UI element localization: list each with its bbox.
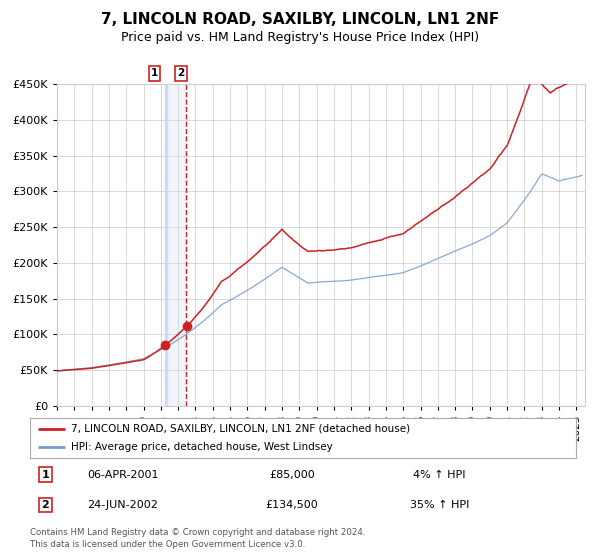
Bar (166, 84, 187, 406)
Text: 1: 1 (151, 68, 158, 78)
Text: 1: 1 (41, 470, 49, 480)
Text: 06-APR-2001: 06-APR-2001 (87, 470, 158, 480)
Text: Contains HM Land Registry data © Crown copyright and database right 2024.: Contains HM Land Registry data © Crown c… (30, 528, 365, 536)
Text: 2: 2 (178, 68, 185, 78)
Text: 2: 2 (41, 500, 49, 510)
Text: HPI: Average price, detached house, West Lindsey: HPI: Average price, detached house, West… (71, 442, 332, 452)
Text: 7, LINCOLN ROAD, SAXILBY, LINCOLN, LN1 2NF (detached house): 7, LINCOLN ROAD, SAXILBY, LINCOLN, LN1 2… (71, 424, 410, 433)
Text: 35% ↑ HPI: 35% ↑ HPI (410, 500, 469, 510)
Text: 24-JUN-2002: 24-JUN-2002 (88, 500, 158, 510)
Text: 7, LINCOLN ROAD, SAXILBY, LINCOLN, LN1 2NF: 7, LINCOLN ROAD, SAXILBY, LINCOLN, LN1 2… (101, 12, 499, 27)
Text: Price paid vs. HM Land Registry's House Price Index (HPI): Price paid vs. HM Land Registry's House … (121, 31, 479, 44)
Text: £134,500: £134,500 (266, 500, 319, 510)
Text: £85,000: £85,000 (269, 470, 315, 480)
Text: This data is licensed under the Open Government Licence v3.0.: This data is licensed under the Open Gov… (30, 540, 305, 549)
Text: 4% ↑ HPI: 4% ↑ HPI (413, 470, 466, 480)
